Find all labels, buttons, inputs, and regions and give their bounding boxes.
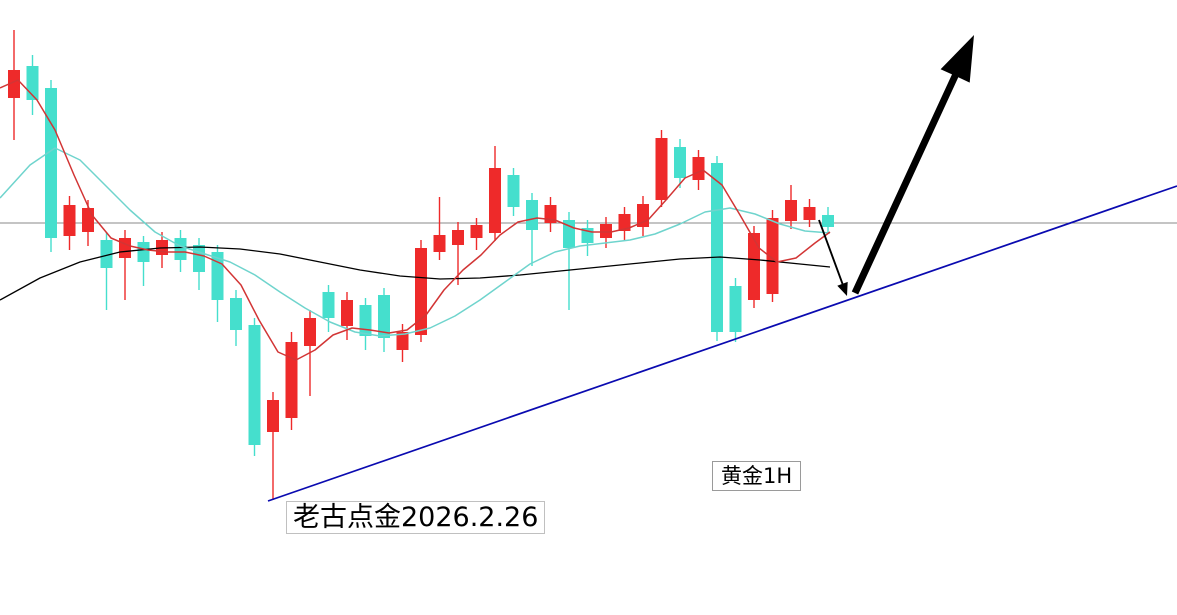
symbol-timeframe-label: 黄金1H: [712, 461, 802, 492]
candle-body: [193, 245, 205, 272]
candle-body: [711, 163, 723, 332]
watermark-label: 老古点金2026.2.26: [286, 501, 546, 535]
candle-body: [803, 207, 816, 220]
ma-slow-line: [0, 246, 831, 301]
candle-body: [378, 295, 390, 338]
big-up-projection-arrow[interactable]: [851, 35, 974, 295]
candle-body: [230, 298, 242, 330]
candle-body: [8, 70, 20, 98]
candle-body: [507, 175, 520, 207]
candle-body: [470, 225, 483, 238]
candle-body: [433, 235, 446, 252]
candle-body: [174, 238, 187, 260]
candle-body: [63, 205, 76, 236]
candle-body: [341, 300, 353, 326]
candle-body: [748, 233, 760, 300]
candle-body: [822, 215, 834, 227]
candle-body: [729, 286, 742, 332]
candle-body: [248, 325, 261, 445]
candle-body: [600, 224, 612, 238]
candle-body: [45, 88, 57, 238]
candle-body: [452, 230, 464, 245]
candle-body: [618, 214, 631, 231]
candle-body: [655, 138, 668, 200]
candle-body: [322, 292, 335, 318]
candle-body: [526, 200, 538, 230]
candle-body: [137, 242, 150, 262]
candles-group: [8, 30, 834, 500]
pullback-to-trendline-arrow[interactable]: [818, 219, 848, 296]
candle-body: [415, 248, 427, 335]
candle-body: [359, 305, 372, 336]
candle-body: [674, 147, 686, 178]
candle-body: [267, 400, 279, 432]
candle-body: [396, 332, 409, 350]
candle-body: [766, 218, 779, 294]
candle-body: [100, 240, 113, 268]
ma-mid-line: [0, 147, 831, 337]
ma-fast-line: [0, 79, 831, 361]
support-trendline[interactable]: [267, 185, 1177, 502]
candle-body: [692, 157, 705, 180]
candle-body: [304, 318, 316, 346]
candle-body: [785, 200, 797, 221]
candle-body: [285, 342, 298, 418]
candle-body: [119, 238, 131, 258]
candle-body: [82, 208, 94, 232]
candle-body: [489, 168, 501, 233]
